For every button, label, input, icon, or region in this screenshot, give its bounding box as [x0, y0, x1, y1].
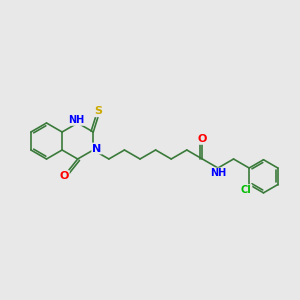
Text: NH: NH: [68, 115, 84, 125]
Text: Cl: Cl: [241, 185, 251, 195]
Text: S: S: [95, 106, 103, 116]
Text: O: O: [59, 171, 69, 181]
Text: N: N: [92, 143, 101, 154]
Text: NH: NH: [210, 168, 226, 178]
Text: O: O: [198, 134, 207, 144]
